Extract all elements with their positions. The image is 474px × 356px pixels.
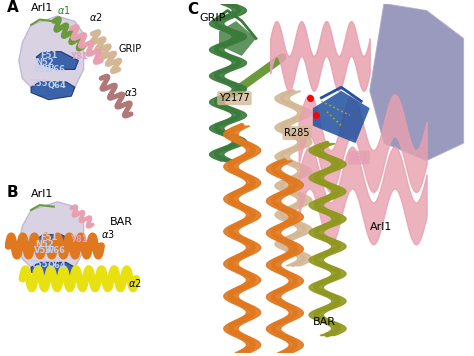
Polygon shape (36, 235, 78, 251)
Text: A: A (7, 0, 18, 15)
Polygon shape (31, 82, 75, 100)
Text: Y2177: Y2177 (219, 93, 250, 103)
Text: Y81: Y81 (70, 52, 87, 62)
Text: GRIP: GRIP (199, 13, 226, 23)
Text: Arl1: Arl1 (31, 3, 54, 13)
Text: T55: T55 (31, 260, 49, 268)
Text: V53: V53 (34, 246, 53, 255)
Text: Y81: Y81 (70, 235, 87, 244)
Text: Arl1: Arl1 (31, 189, 54, 199)
Polygon shape (219, 21, 256, 56)
Polygon shape (370, 4, 464, 161)
Text: V53: V53 (34, 65, 53, 74)
Polygon shape (313, 91, 370, 143)
Polygon shape (19, 202, 83, 276)
Text: F51: F51 (40, 233, 57, 242)
Polygon shape (19, 16, 83, 96)
Text: W66: W66 (45, 65, 66, 74)
Text: $\alpha$3: $\alpha$3 (124, 86, 138, 98)
Text: R285: R285 (284, 128, 310, 138)
Text: $\alpha$1: $\alpha$1 (57, 4, 71, 16)
Text: N52: N52 (36, 58, 55, 67)
Text: N52: N52 (36, 240, 55, 249)
Text: Y81: Y81 (350, 153, 368, 163)
Text: BAR: BAR (110, 217, 133, 227)
Text: T55: T55 (31, 79, 49, 88)
Text: $\alpha$2: $\alpha$2 (128, 277, 141, 289)
Text: BAR: BAR (313, 316, 336, 326)
Polygon shape (36, 52, 78, 69)
Text: W66: W66 (45, 246, 66, 255)
Text: $\alpha$2: $\alpha$2 (89, 11, 102, 23)
Text: F51: F51 (40, 51, 57, 60)
Text: $\alpha$3: $\alpha$3 (101, 228, 115, 240)
Text: B: B (7, 185, 18, 200)
Text: C: C (188, 2, 199, 17)
Text: Q64: Q64 (48, 81, 67, 90)
Text: GRIP: GRIP (118, 44, 142, 54)
Text: Q64: Q64 (48, 261, 67, 270)
Text: Arl1: Arl1 (370, 222, 392, 232)
FancyArrowPatch shape (238, 58, 282, 89)
Polygon shape (31, 262, 75, 279)
